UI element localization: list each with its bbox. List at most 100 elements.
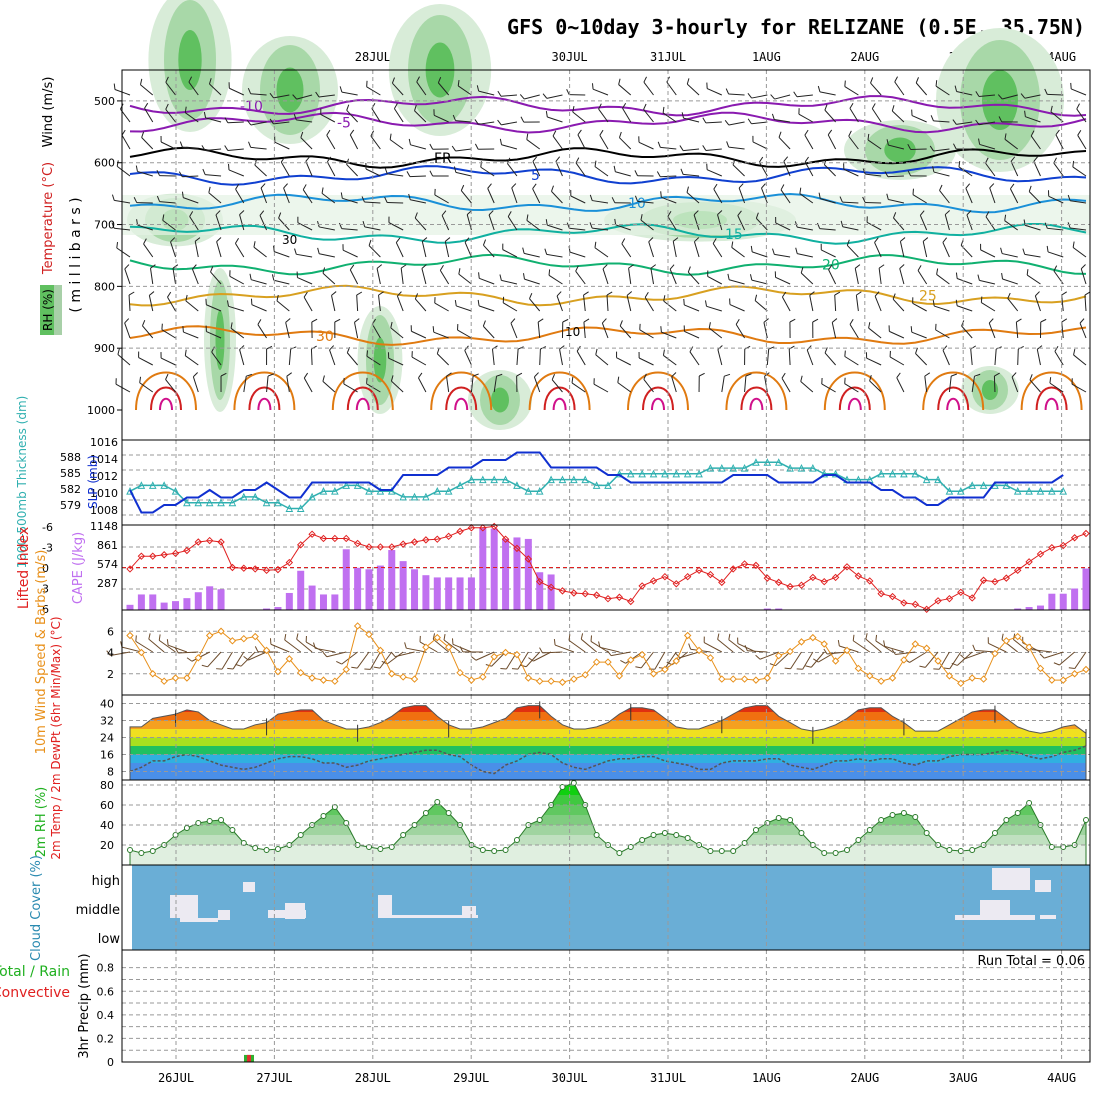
wind-barb [619,325,632,339]
lifted-index-marker [399,540,407,548]
rh-marker [1083,817,1089,823]
wind-barb-flag [1028,185,1032,192]
thickness-marker [615,469,624,478]
wind-barb-flag [917,265,922,271]
wind-barb-flag [804,156,809,163]
wind-barb [637,200,654,204]
wind-barb [994,349,997,366]
wind-barb [638,141,654,150]
wind-barb [205,174,222,177]
wind-barb [958,166,973,177]
wind-barb [1004,220,1019,231]
temp-contour-35-loop [725,371,788,411]
wind-barb [455,171,472,177]
wind-barb [731,247,745,258]
wind-barb-flag [594,160,597,167]
wind-barb-flag [366,350,369,357]
wind-barb-flag [994,372,1000,377]
wind-barb-flag [1072,241,1075,248]
wind-barb [371,108,381,123]
wind-barb-flag [185,294,188,301]
slp-line [129,451,1064,514]
wind10-barb-flag [135,635,137,642]
wind-barb-flag [254,159,257,166]
thickness-marker [957,487,965,495]
wind-barb [1010,161,1019,177]
wind-barb [979,121,996,126]
wind10-marker [126,631,134,640]
wind-barb-flag [322,375,325,382]
pressure-tick-label: 600 [94,157,115,170]
thickness-marker [922,475,931,484]
date-label-top: 28JUL [355,50,391,64]
wind-barb [280,161,290,177]
temp-contour-label: 30 [316,329,334,345]
wind-barb [599,134,609,150]
wind-barb [661,331,677,339]
wind-barb [570,195,586,204]
lifted-index-marker [615,593,624,601]
wind-barb-flag [266,345,273,350]
wind-barb-flag [1036,345,1043,350]
lifted-index-marker [240,564,248,572]
wind10-barb-flag [951,662,958,666]
wind-barb [455,120,472,123]
temp-contour-35-loop [627,371,689,411]
wind-barb-flag [194,237,201,242]
cape-bar [274,607,282,610]
wind-barb [229,275,245,285]
thickness-marker [740,463,749,472]
wind-barb-flag [566,222,570,229]
thickness-marker [683,469,692,478]
temp-contour-label: -10 [240,99,263,115]
thickness-marker [934,475,942,484]
temp-tick-label: 24 [100,732,114,745]
rh-marker [297,832,304,838]
date-label-bottom: 30JUL [552,1071,588,1085]
wind-barb [117,354,131,366]
wind10-marker [797,638,806,646]
wind-barb [230,327,245,339]
wind-barb [139,382,154,393]
rh-marker [479,847,486,853]
wind10-marker [479,673,487,681]
wind10-marker [979,675,988,683]
wind10-barb [865,638,882,653]
wind-barb-flag [246,373,253,377]
wind-barb [729,304,745,312]
wind-barb [414,217,427,231]
wind-barb-flag [139,376,142,383]
wind-barb [507,216,518,231]
wind-barb-flag [795,247,798,254]
wind-barb [160,141,176,150]
wind-barb [1007,298,1019,312]
wind-barb-flag [346,104,350,111]
wind-barb-flag [395,237,401,243]
lifted-index-marker [627,597,635,606]
wind-barb-flag [302,184,307,190]
wind-barb-flag [589,222,593,229]
rh-marker [661,830,668,836]
wind-barb [206,304,222,312]
cape-bar [1082,568,1090,610]
wind-barb-flag [267,373,274,377]
wind-barb [707,276,723,285]
wind-barb [1071,88,1087,96]
wind-barb [418,377,427,393]
wind-barb [228,305,244,312]
temp-contour-label: 15 [725,227,743,243]
thickness-marker [240,492,248,501]
wind10-barb-flag [728,633,731,640]
wind10-barb-flag [805,665,812,668]
pressure-tick-label: 500 [94,95,115,108]
wind10-barb [884,645,905,653]
thickness-marker [148,481,157,489]
wind10-barb-flag [539,647,543,654]
wind-barb-flag [181,191,184,198]
wind-barb [935,329,950,339]
wind-barb-flag [1054,345,1059,352]
wind-barb [648,241,655,258]
wind-barb [235,189,245,204]
wind-barb [889,356,905,366]
wind10-barb [110,651,131,656]
